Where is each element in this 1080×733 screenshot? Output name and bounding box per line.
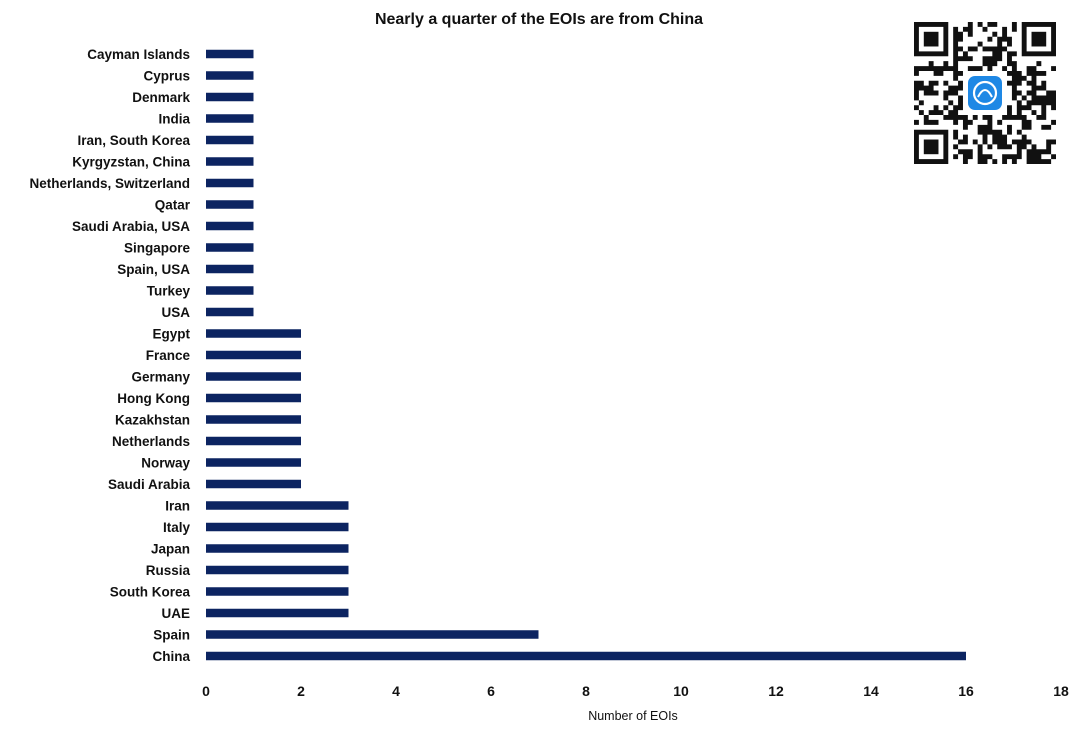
category-label: Egypt <box>152 327 190 342</box>
category-label: Japan <box>151 542 190 557</box>
category-label: Germany <box>131 370 190 385</box>
category-label: Denmark <box>132 90 190 105</box>
category-label: UAE <box>161 606 190 621</box>
bar-hong-kong <box>206 393 301 403</box>
category-label: South Korea <box>110 585 191 600</box>
bar-france <box>206 350 301 360</box>
bar-south-korea <box>206 587 349 596</box>
bar-india <box>206 114 254 123</box>
category-label: Turkey <box>147 284 191 299</box>
qr-modules <box>914 22 1056 164</box>
category-label: Cayman Islands <box>87 47 190 62</box>
category-label: Kyrgyzstan, China <box>72 155 190 170</box>
x-tick-label: 12 <box>768 683 784 699</box>
category-label: Italy <box>163 520 191 535</box>
x-tick-label: 18 <box>1053 683 1069 699</box>
bar-saudi-arabia-usa <box>206 221 254 231</box>
bar-saudi-arabia <box>206 479 301 489</box>
x-tick-label: 16 <box>958 683 974 699</box>
category-label: Spain, USA <box>117 262 190 277</box>
category-label: Russia <box>146 563 191 578</box>
bar-netherlands-switzerland <box>206 178 254 188</box>
x-tick-label: 10 <box>673 683 689 699</box>
bar-russia <box>206 565 349 575</box>
category-label: Saudi Arabia <box>108 477 191 492</box>
app-logo-icon <box>964 72 1006 114</box>
category-label: Spain <box>153 628 190 643</box>
bar-iran <box>206 501 349 510</box>
category-label: Singapore <box>124 241 191 256</box>
category-label: India <box>158 112 190 127</box>
category-label: USA <box>161 305 190 320</box>
category-labels: Cayman Islands Cyprus Denmark India Iran, So… <box>29 47 190 664</box>
qr-finder-pattern <box>914 129 949 164</box>
category-label: Iran, South Korea <box>77 133 190 148</box>
category-label: Iran <box>165 499 190 514</box>
bar-iran-south-korea <box>206 135 254 145</box>
qr-finder-pattern <box>914 22 949 57</box>
category-label: China <box>152 649 190 664</box>
bar-kazakhstan <box>206 415 301 424</box>
x-tick-label: 2 <box>297 683 305 699</box>
x-tick-label: 14 <box>863 683 879 699</box>
bar-netherlands <box>206 436 301 446</box>
bar-china <box>206 651 966 661</box>
bar-usa <box>206 307 254 317</box>
x-tick-labels: 0 2 4 6 8 10 12 14 16 18 <box>202 683 1069 699</box>
category-label: Norway <box>141 456 190 471</box>
bar-spain-usa <box>206 264 254 274</box>
category-label: France <box>146 348 191 363</box>
x-axis-title: Number of EOIs <box>588 709 678 723</box>
bar-japan <box>206 544 349 553</box>
bar-spain <box>206 630 539 639</box>
qr-code-icon <box>914 22 1056 164</box>
bar-denmark <box>206 92 254 102</box>
bar-norway <box>206 458 301 467</box>
category-label: Kazakhstan <box>115 413 190 428</box>
bar-egypt <box>206 329 301 338</box>
category-label: Cyprus <box>143 69 190 84</box>
x-tick-label: 8 <box>582 683 590 699</box>
bar-italy <box>206 522 349 532</box>
category-label: Hong Kong <box>117 391 190 406</box>
category-label: Netherlands, Switzerland <box>29 176 190 191</box>
chart-title: Nearly a quarter of the EOIs are from Ch… <box>375 11 703 28</box>
bar-germany <box>206 372 301 381</box>
category-label: Netherlands <box>112 434 190 449</box>
bar-kyrgyzstan-china <box>206 157 254 166</box>
bar-uae <box>206 608 349 618</box>
x-tick-label: 6 <box>487 683 495 699</box>
bar-singapore <box>206 243 254 252</box>
x-tick-label: 4 <box>392 683 400 699</box>
qr-finder-pattern <box>1021 22 1056 57</box>
bars-group <box>206 49 966 661</box>
category-label: Saudi Arabia, USA <box>72 219 190 234</box>
bar-qatar <box>206 200 254 209</box>
category-label: Qatar <box>155 198 191 213</box>
bar-turkey <box>206 286 254 295</box>
x-tick-label: 0 <box>202 683 210 699</box>
bar-cayman-islands <box>206 49 254 59</box>
bar-cyprus <box>206 71 254 80</box>
